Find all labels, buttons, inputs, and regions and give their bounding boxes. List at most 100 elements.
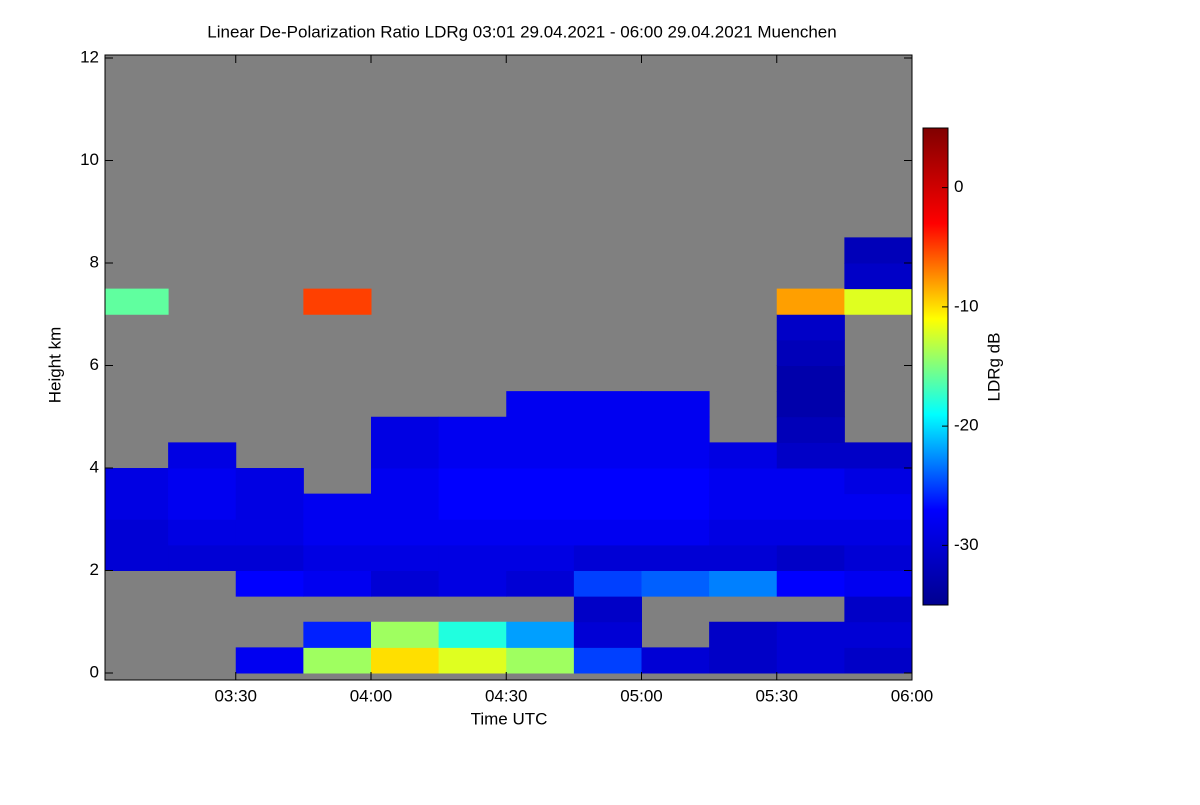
heatmap-cell <box>709 621 778 648</box>
heatmap-cell <box>776 288 845 315</box>
colorbar-tick-label: -10 <box>954 296 979 315</box>
heatmap-cell <box>776 391 845 418</box>
heatmap-cell <box>105 519 169 546</box>
heatmap-cell <box>641 416 710 443</box>
y-tick-label: 12 <box>80 47 99 66</box>
heatmap-cell <box>641 468 710 495</box>
heatmap-cell <box>844 621 913 648</box>
heatmap-cell <box>438 544 507 571</box>
heatmap-cell <box>303 570 372 597</box>
heatmap-cell <box>438 519 507 546</box>
heatmap-cell <box>105 468 169 495</box>
x-tick-label: 04:00 <box>350 686 393 705</box>
heatmap-cell <box>776 416 845 443</box>
x-tick-label: 05:00 <box>620 686 663 705</box>
heatmap-cell <box>506 519 575 546</box>
heatmap-cell <box>506 416 575 443</box>
heatmap-cell <box>641 647 710 674</box>
heatmap-cell <box>303 519 372 546</box>
heatmap-cell <box>573 416 642 443</box>
heatmap-cell <box>235 519 304 546</box>
heatmap-cell <box>709 442 778 469</box>
heatmap-cell <box>438 493 507 520</box>
y-tick-label: 10 <box>80 150 99 169</box>
heatmap-cell <box>105 544 169 571</box>
heatmap-cell <box>641 442 710 469</box>
x-tick-label: 05:30 <box>755 686 798 705</box>
heatmap-cell <box>844 442 913 469</box>
heatmap-cell <box>370 442 440 469</box>
chart-title: Linear De-Polarization Ratio LDRg 03:01 … <box>207 22 836 41</box>
heatmap-cell <box>641 519 710 546</box>
heatmap-cell <box>370 519 440 546</box>
heatmap-cell <box>844 519 913 546</box>
heatmap-cell <box>438 468 507 495</box>
heatmap-cell <box>506 544 575 571</box>
heatmap-cell <box>776 365 845 392</box>
heatmap-cell <box>370 493 440 520</box>
heatmap-cell <box>776 647 845 674</box>
heatmap-cell <box>168 442 237 469</box>
heatmap-cell <box>105 493 169 520</box>
heatmap-cell <box>235 570 304 597</box>
heatmap-cell <box>844 263 913 290</box>
heatmap-cell <box>573 570 642 597</box>
heatmap-cell <box>168 544 237 571</box>
y-tick-label: 4 <box>90 457 99 476</box>
colorbar-label: LDRg dB <box>984 333 1003 402</box>
heatmap-cell <box>105 288 169 315</box>
heatmap-cell <box>506 493 575 520</box>
heatmap-cell <box>844 647 913 674</box>
heatmap-cell <box>506 391 575 418</box>
heatmap-cell <box>776 339 845 366</box>
heatmap-cell <box>506 442 575 469</box>
heatmap-cell <box>438 416 507 443</box>
heatmap-cell <box>370 544 440 571</box>
heatmap-cell <box>641 493 710 520</box>
heatmap-cell <box>235 647 304 674</box>
heatmap-cell <box>573 621 642 648</box>
heatmap-cell <box>844 288 913 315</box>
heatmap-cell <box>573 391 642 418</box>
heatmap-cell <box>168 493 237 520</box>
heatmap-cell <box>844 596 913 623</box>
heatmap-cell <box>776 621 845 648</box>
heatmap-cell <box>370 570 440 597</box>
y-tick-label: 6 <box>90 355 99 374</box>
heatmap-cell <box>709 468 778 495</box>
colorbar-tick-label: -20 <box>954 416 979 435</box>
heatmap-cell <box>235 468 304 495</box>
colorbar-tick-label: 0 <box>954 177 963 196</box>
heatmap-cell <box>641 391 710 418</box>
heatmap-cell <box>844 570 913 597</box>
heatmap-cell <box>776 442 845 469</box>
heatmap-cell <box>506 647 575 674</box>
heatmap-cell <box>709 647 778 674</box>
heatmap-cell <box>709 493 778 520</box>
heatmap-cell <box>776 468 845 495</box>
y-axis-label: Height km <box>45 327 64 404</box>
heatmap-cell <box>776 570 845 597</box>
heatmap-cell <box>370 468 440 495</box>
heatmap-cell <box>303 647 372 674</box>
heatmap-cell <box>370 416 440 443</box>
heatmap-cell <box>235 493 304 520</box>
heatmap-cell <box>641 570 710 597</box>
plot-frame <box>104 54 913 681</box>
heatmap-cell <box>776 314 845 341</box>
heatmap-cell <box>573 519 642 546</box>
heatmap-cell <box>844 544 913 571</box>
y-tick-label: 8 <box>90 252 99 271</box>
heatmap-cell <box>776 493 845 520</box>
heatmap-cell <box>303 493 372 520</box>
x-axis-label: Time UTC <box>471 709 548 728</box>
heatmap-cell <box>168 519 237 546</box>
x-tick-label: 06:00 <box>891 686 934 705</box>
heatmap-cell <box>506 570 575 597</box>
heatmap-cell <box>573 647 642 674</box>
x-tick-label: 04:30 <box>485 686 528 705</box>
x-tick-label: 03:30 <box>214 686 257 705</box>
heatmap-cell <box>641 544 710 571</box>
heatmap-cell <box>844 493 913 520</box>
